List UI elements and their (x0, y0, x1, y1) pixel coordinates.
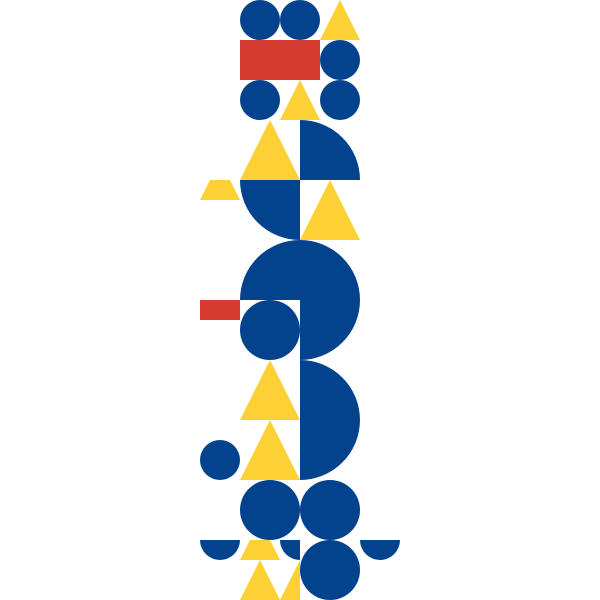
blue-circle (280, 0, 320, 40)
yellow-triangle (280, 80, 320, 120)
blue-quarter-disc (280, 540, 300, 560)
blue-circle (300, 540, 360, 600)
blue-quarter-disc (240, 180, 300, 240)
blue-half-disc (360, 540, 400, 560)
yellow-triangle (240, 360, 300, 420)
red-rectangle (200, 300, 240, 320)
yellow-triangle (240, 420, 300, 480)
blue-circle (200, 440, 240, 480)
yellow-triangle (240, 560, 280, 600)
blue-half-disc (200, 540, 240, 560)
blue-circle (300, 480, 360, 540)
yellow-trapezoid (240, 540, 280, 560)
blue-circle (320, 40, 360, 80)
blue-circle (240, 80, 280, 120)
red-rectangle (240, 40, 320, 80)
yellow-triangle (300, 180, 360, 240)
blue-circle (240, 300, 300, 360)
yellow-trapezoid (200, 180, 240, 200)
blue-quarter-disc (240, 240, 300, 300)
blue-half-disc (300, 360, 360, 480)
blue-circle (240, 0, 280, 40)
blue-circle (320, 80, 360, 120)
blue-circle (240, 480, 300, 540)
blue-quarter-disc (300, 120, 360, 180)
blue-half-disc (300, 240, 360, 360)
yellow-triangle (320, 0, 360, 40)
yellow-triangle (280, 560, 300, 600)
yellow-triangle (240, 120, 300, 180)
